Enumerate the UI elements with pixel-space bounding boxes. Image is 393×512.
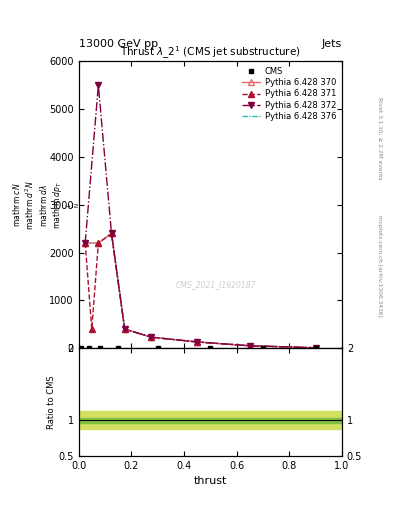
CMS <box>208 345 213 351</box>
CMS <box>116 345 120 351</box>
Pythia 6.428 371 <box>195 339 200 345</box>
Title: Thrust $\lambda$_2$^1$ (CMS jet substructure): Thrust $\lambda$_2$^1$ (CMS jet substruc… <box>120 45 301 61</box>
Pythia 6.428 371 <box>313 345 318 351</box>
Pythia 6.428 372 <box>195 339 200 345</box>
Text: CMS_2021_I1920187: CMS_2021_I1920187 <box>175 281 256 290</box>
CMS <box>87 345 92 351</box>
Pythia 6.428 370 <box>313 345 318 351</box>
Pythia 6.428 370 <box>83 240 88 246</box>
Pythia 6.428 372 <box>248 343 252 349</box>
CMS <box>79 345 84 351</box>
Pythia 6.428 376 <box>149 334 153 340</box>
CMS <box>261 345 265 351</box>
Pythia 6.428 376 <box>122 326 127 332</box>
Pythia 6.428 372 <box>149 334 153 340</box>
Pythia 6.428 371 <box>248 343 252 349</box>
Line: Pythia 6.428 372: Pythia 6.428 372 <box>82 82 319 351</box>
Pythia 6.428 372 <box>109 230 114 237</box>
Pythia 6.428 376 <box>83 240 88 246</box>
Pythia 6.428 376 <box>96 240 101 246</box>
Pythia 6.428 370 <box>109 230 114 237</box>
Pythia 6.428 371 <box>90 326 94 332</box>
Pythia 6.428 370 <box>122 326 127 332</box>
Pythia 6.428 376 <box>313 345 318 351</box>
Pythia 6.428 370 <box>195 339 200 345</box>
Text: mcplots.cern.ch [arXiv:1306.3436]: mcplots.cern.ch [arXiv:1306.3436] <box>377 216 382 317</box>
Pythia 6.428 372 <box>96 82 101 89</box>
X-axis label: thrust: thrust <box>194 476 227 486</box>
Text: 13000 GeV pp: 13000 GeV pp <box>79 38 158 49</box>
CMS <box>313 345 318 351</box>
Pythia 6.428 371 <box>149 334 153 340</box>
CMS <box>97 345 102 351</box>
Legend: CMS, Pythia 6.428 370, Pythia 6.428 371, Pythia 6.428 372, Pythia 6.428 376: CMS, Pythia 6.428 370, Pythia 6.428 371,… <box>241 66 338 122</box>
Pythia 6.428 376 <box>109 230 114 237</box>
CMS <box>155 345 160 351</box>
Y-axis label: mathrm $cN$
mathrm $d^2N$
mathrm $d\lambda$
mathrm $dp_T$
$\frac{1}{\mathrm{N}}$: mathrm $cN$ mathrm $d^2N$ mathrm $d\lamb… <box>11 180 82 229</box>
Pythia 6.428 371 <box>122 326 127 332</box>
Y-axis label: Ratio to CMS: Ratio to CMS <box>47 375 55 429</box>
Pythia 6.428 371 <box>109 230 114 237</box>
Text: Jets: Jets <box>321 38 342 49</box>
Line: Pythia 6.428 371: Pythia 6.428 371 <box>82 230 319 351</box>
Pythia 6.428 376 <box>248 343 252 349</box>
Pythia 6.428 376 <box>195 339 200 345</box>
Line: Pythia 6.428 376: Pythia 6.428 376 <box>85 233 316 348</box>
Pythia 6.428 371 <box>83 240 88 246</box>
Pythia 6.428 372 <box>83 240 88 246</box>
Pythia 6.428 370 <box>96 240 101 246</box>
Pythia 6.428 370 <box>248 343 252 349</box>
Pythia 6.428 372 <box>122 326 127 332</box>
Text: Rivet 3.1.10; ≥ 2.2M events: Rivet 3.1.10; ≥ 2.2M events <box>377 97 382 180</box>
Pythia 6.428 370 <box>149 334 153 340</box>
Line: Pythia 6.428 370: Pythia 6.428 370 <box>82 230 319 351</box>
Pythia 6.428 372 <box>313 345 318 351</box>
Pythia 6.428 371 <box>96 240 101 246</box>
Line: CMS: CMS <box>79 346 318 351</box>
